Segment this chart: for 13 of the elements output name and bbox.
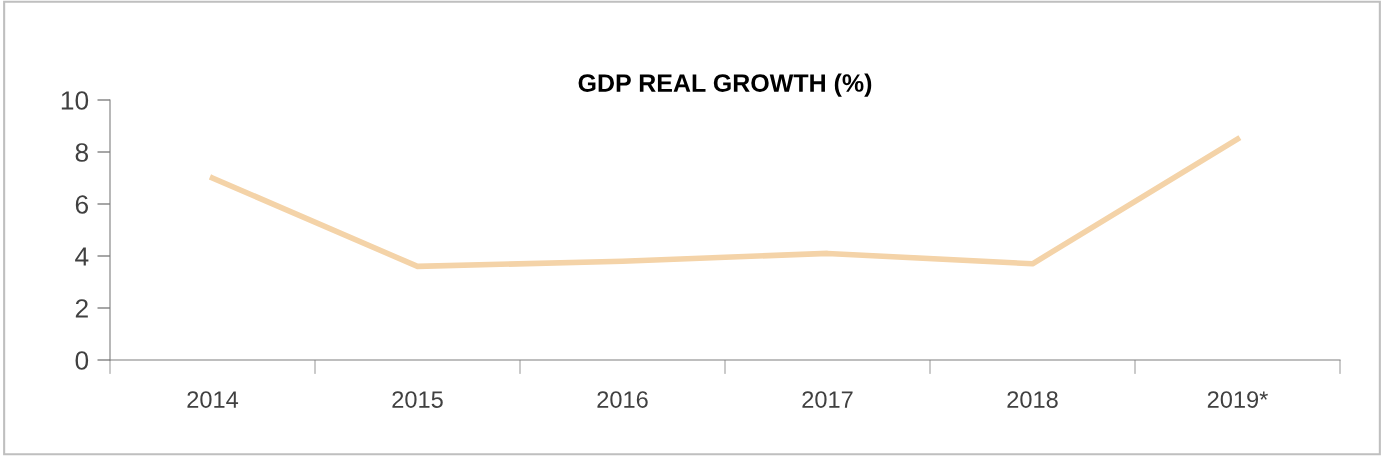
x-tick-label: 2018 xyxy=(1007,391,1058,408)
y-tick-label: 2 xyxy=(75,299,88,318)
y-tick-label: 8 xyxy=(75,143,89,162)
x-tick-label: 2014 xyxy=(187,391,239,408)
x-tick-label: 2017 xyxy=(802,391,853,408)
y-tick-label: 0 xyxy=(75,351,89,370)
chart-title: GDP REAL GROWTH (%) xyxy=(578,73,872,97)
x-tick-label: 2019* xyxy=(1207,391,1268,408)
y-tick-label: 4 xyxy=(75,247,89,266)
x-tick-label: 2015 xyxy=(392,391,443,408)
y-tick-label: 10 xyxy=(61,91,89,110)
x-tick-label: 2016 xyxy=(597,391,648,408)
y-tick-label: 6 xyxy=(75,195,89,214)
